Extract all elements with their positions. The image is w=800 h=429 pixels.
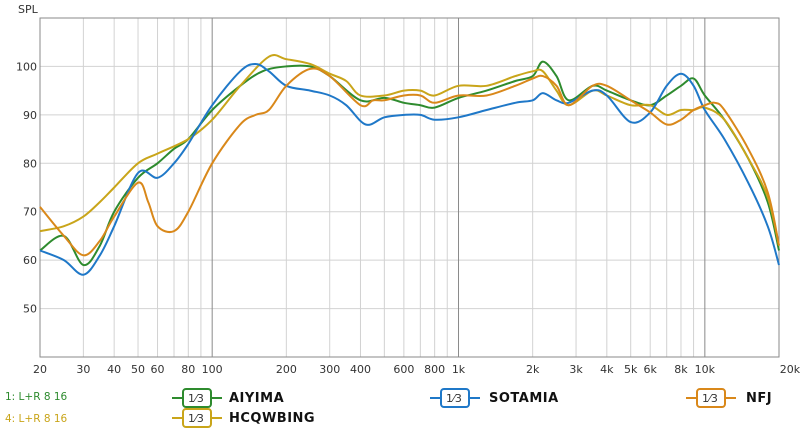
x-tick-label: 4k: [600, 363, 614, 376]
grid: 50 60 70 80 90 100 20 30 40 50 60 80 100 200 300 400 600…: [16, 17, 800, 376]
x-tick-label: 40: [107, 363, 121, 376]
x-tick-label: 800: [424, 363, 445, 376]
y-tick-label: 100: [16, 60, 37, 73]
legend-label-hcqwbing: HCQWBING: [229, 411, 315, 426]
series-line-aiyima: [39, 60, 780, 267]
legend-sotamia[interactable]: 1⁄3 SOTAMIA: [430, 388, 559, 408]
x-tick-label: 600: [393, 363, 414, 376]
series-line-nfj: [39, 67, 780, 257]
legend-label-sotamia: SOTAMIA: [489, 391, 559, 406]
legend-label-nfj: NFJ: [746, 391, 772, 406]
series-line-sotamia: [39, 63, 780, 276]
x-tick-label: 5k: [624, 363, 638, 376]
curves: [39, 54, 780, 276]
x-tick-label: 6k: [644, 363, 658, 376]
x-tick-label: 10k: [695, 363, 716, 376]
x-tick-label: 30: [76, 363, 90, 376]
y-tick-label: 70: [23, 206, 37, 219]
x-tick-label: 60: [151, 363, 165, 376]
x-tick-label: 20: [33, 363, 47, 376]
legend-frac-aiyima: 1⁄3: [188, 392, 204, 405]
legend-hcqwbing[interactable]: 1⁄3 HCQWBING: [172, 408, 315, 428]
legend-label-aiyima: AIYIMA: [229, 391, 284, 406]
x-tick-label: 300: [319, 363, 340, 376]
y-axis-label: SPL: [18, 3, 39, 16]
y-tick-label: 50: [23, 303, 37, 316]
legend-frac-hcqwbing: 1⁄3: [188, 412, 204, 425]
legend-frac-sotamia: 1⁄3: [446, 392, 462, 405]
y-tick-label: 60: [23, 254, 37, 267]
series-line-hcqwbing: [39, 54, 780, 246]
x-tick-label: 400: [350, 363, 371, 376]
x-tick-label: 100: [202, 363, 223, 376]
x-tick-label: 20kHz: [780, 363, 800, 376]
plot-border: [39, 17, 780, 358]
x-tick-label: 2k: [526, 363, 540, 376]
x-tick-label: 8k: [674, 363, 688, 376]
y-tick-label: 90: [23, 109, 37, 122]
legend-nfj[interactable]: 1⁄3 NFJ: [686, 388, 772, 408]
legend-aiyima[interactable]: 1⁄3 AIYIMA: [172, 388, 284, 408]
trace-label-1: 1: L+R 8 16: [5, 391, 68, 403]
trace-label-4: 4: L+R 8 16: [5, 413, 68, 425]
x-tick-label: 50: [131, 363, 145, 376]
x-tick-label: 1k: [452, 363, 466, 376]
x-tick-label: 200: [276, 363, 297, 376]
y-tick-label: 80: [23, 157, 37, 170]
x-tick-label: 3k: [569, 363, 583, 376]
legend-frac-nfj: 1⁄3: [702, 392, 718, 405]
x-tick-label: 80: [181, 363, 195, 376]
